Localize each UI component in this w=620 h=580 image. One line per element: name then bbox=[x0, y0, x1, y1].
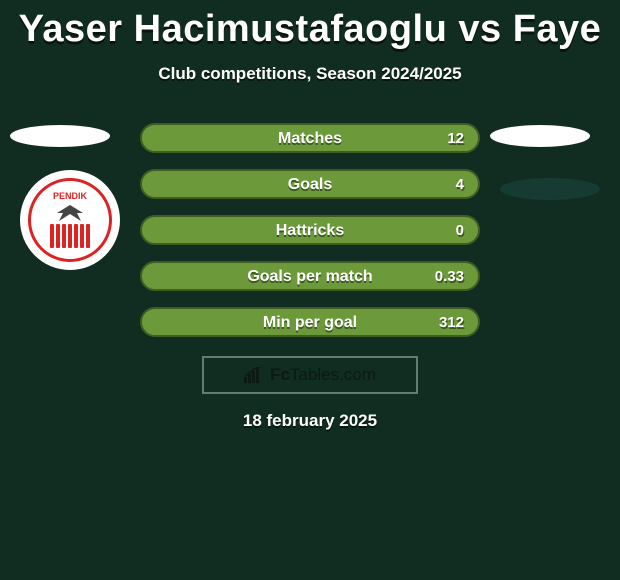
player-left-badge-ellipse bbox=[10, 125, 110, 147]
stat-label: Min per goal bbox=[142, 314, 478, 332]
club-badge-text: PENDIK bbox=[53, 192, 87, 201]
stat-label: Matches bbox=[142, 130, 478, 148]
stat-label: Goals bbox=[142, 176, 478, 194]
stat-value: 312 bbox=[439, 314, 464, 331]
club-badge-pendik: PENDIK bbox=[20, 170, 120, 270]
player-right-badge-ellipse-2 bbox=[500, 178, 600, 200]
player-right-badge-ellipse-1 bbox=[490, 125, 590, 147]
stat-bar: HattricksHattricks00 bbox=[140, 215, 480, 245]
infographic-root: Yaser Hacimustafaoglu vs Faye Yaser Haci… bbox=[0, 0, 620, 580]
stat-label: Goals per match bbox=[142, 268, 478, 286]
stat-bar: GoalsGoals44 bbox=[140, 169, 480, 199]
stat-bar: Min per goalMin per goal312312 bbox=[140, 307, 480, 337]
stats-panel: MatchesMatches1212 GoalsGoals44 HattricksH… bbox=[140, 123, 480, 353]
eagle-icon bbox=[53, 203, 87, 223]
stat-label: Hattricks bbox=[142, 222, 478, 240]
stat-value: 4 bbox=[456, 176, 464, 193]
bar-chart-icon bbox=[244, 367, 264, 383]
brand-text-bold: Fc bbox=[270, 365, 290, 384]
stat-bar: Goals per matchGoals per match0.330.33 bbox=[140, 261, 480, 291]
page-title: Yaser Hacimustafaoglu vs Faye bbox=[0, 8, 620, 51]
stat-bar: MatchesMatches1212 bbox=[140, 123, 480, 153]
stat-value: 0 bbox=[456, 222, 464, 239]
brand-text-light: Tables.com bbox=[290, 365, 376, 384]
brand-box: FcTables.com bbox=[202, 356, 418, 394]
stat-value: 12 bbox=[447, 130, 464, 147]
stat-value: 0.33 bbox=[435, 268, 464, 285]
club-badge-stripes bbox=[40, 224, 100, 248]
date-label: 18 february 2025 bbox=[0, 411, 620, 431]
subtitle: Club competitions, Season 2024/2025 bbox=[0, 64, 620, 84]
